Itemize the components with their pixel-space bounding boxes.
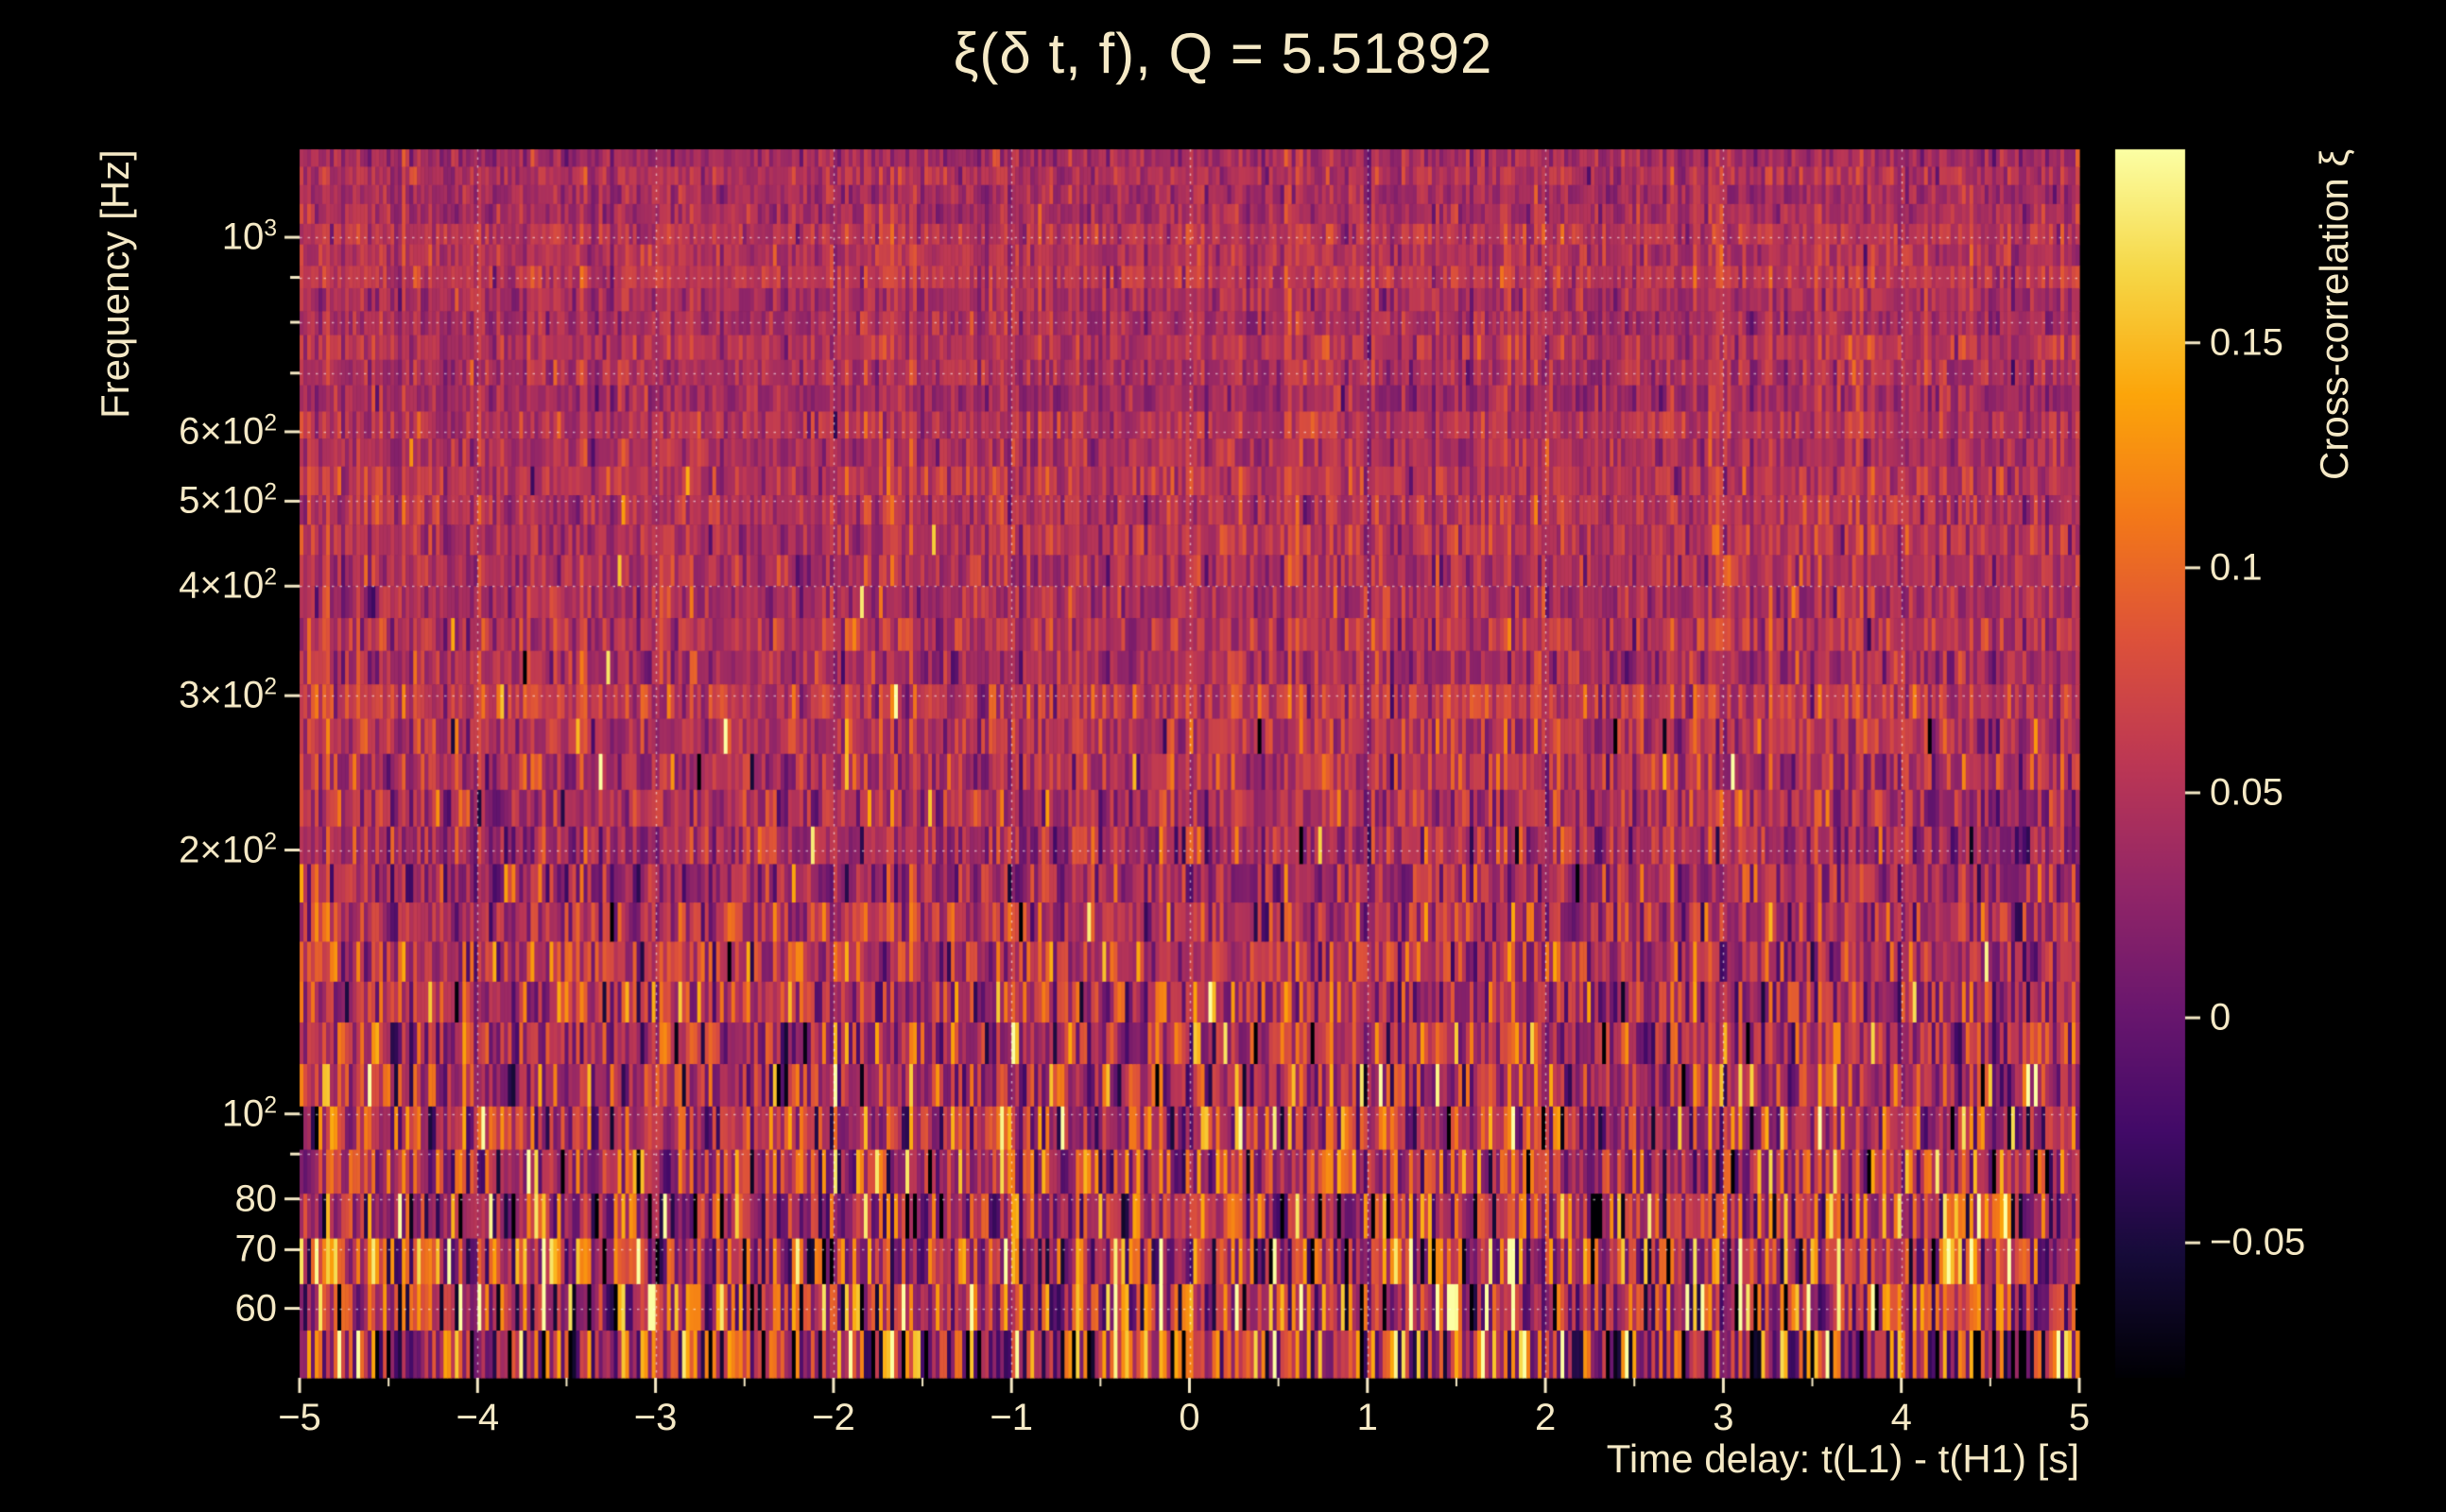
- y-tick-label: 4×102: [179, 564, 277, 607]
- x-tick-label: 0: [1179, 1397, 1200, 1438]
- x-tick-label: 1: [1356, 1397, 1378, 1438]
- y-tick-label: 102: [221, 1092, 277, 1135]
- y-tick-label: 70: [234, 1228, 278, 1270]
- y-tick-label: 6×102: [179, 410, 277, 453]
- x-tick-label: −4: [456, 1397, 500, 1438]
- y-axis-title: Frequency [Hz]: [93, 149, 137, 419]
- x-tick-label: 5: [2068, 1397, 2091, 1438]
- y-tick-label: 3×102: [179, 674, 277, 716]
- colorbar-tick-label: 0.15: [2210, 321, 2283, 364]
- x-tick-label: 4: [1890, 1397, 1912, 1438]
- y-tick-label: 103: [221, 215, 277, 258]
- colorbar-tick-label: 0: [2210, 996, 2231, 1039]
- x-tick-label: −5: [278, 1397, 321, 1438]
- y-tick-label: 60: [234, 1287, 278, 1330]
- x-tick-label: −3: [633, 1397, 678, 1438]
- y-tick-label: 80: [234, 1177, 278, 1220]
- y-tick-label: 5×102: [179, 479, 277, 523]
- chart-title: ξ(δ t, f), Q = 5.51892: [953, 22, 1493, 85]
- x-tick-label: 2: [1534, 1397, 1557, 1438]
- x-tick-label: −2: [812, 1397, 855, 1438]
- colorbar-tick-label: −0.05: [2210, 1221, 2306, 1263]
- x-tick-label: 3: [1713, 1397, 1734, 1438]
- colorbar-tick-label: 0.1: [2210, 546, 2263, 589]
- x-tick-label: −1: [990, 1397, 1033, 1438]
- x-axis-title: Time delay: t(L1) - t(H1) [s]: [1606, 1436, 2079, 1481]
- colorbar-tick-label: 0.05: [2210, 771, 2283, 814]
- colorbar-title: Cross-correlation ξ: [2312, 148, 2356, 480]
- y-tick-label: 2×102: [179, 828, 277, 871]
